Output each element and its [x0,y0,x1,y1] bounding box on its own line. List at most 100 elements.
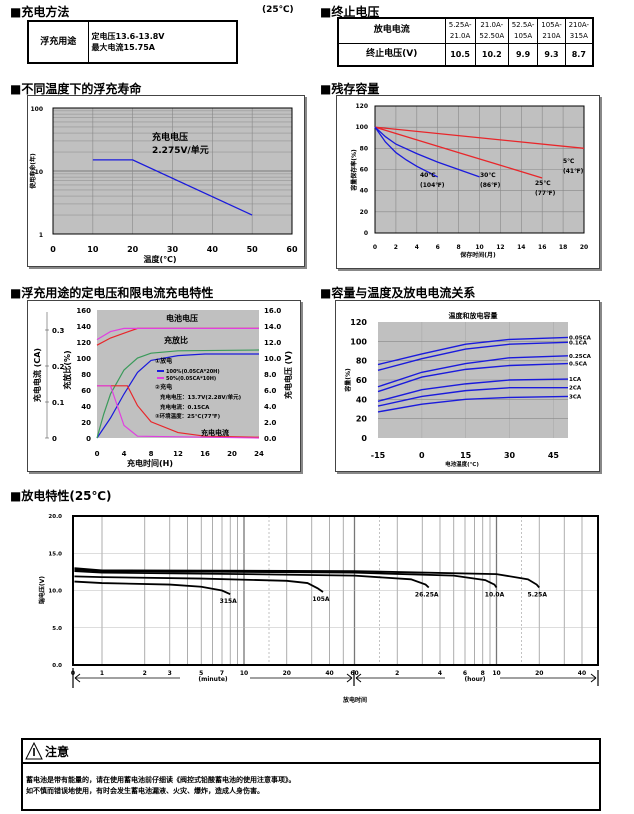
residual-heading: ■残存容量 [320,82,380,96]
x-tick-label-hour: 40 [578,670,586,677]
x-tick-label: 18 [559,244,567,251]
y-axis-label: 容量(%) [344,368,352,393]
y-tick-label: 100 [355,124,368,131]
residual-frame [336,95,600,269]
series-line [92,159,253,216]
y-tick-label: 80 [360,145,368,152]
annotation: ①放电 [155,357,172,365]
y-tick-label: 0 [364,230,368,237]
series-line [377,378,569,402]
y-tick-label: 120 [355,103,368,110]
y-tick-label: 10 [35,169,43,176]
x-tick-label-minute: 1 [100,670,104,677]
series-label: 2CA [569,386,582,392]
x-tick-label: 60 [286,245,298,254]
constant-voltage: 定电压13.6-13.8V [91,32,165,41]
ratio-axis-label: 充放比(%) [62,350,72,389]
y-tick-label: 60 [360,167,368,174]
series-label: 1CA [569,377,582,383]
x-tick-label: 14 [517,244,525,251]
x-tick-label-hour: 20 [535,670,543,677]
y-tick-label: 0.0 [52,663,62,669]
x-tick-label: 20 [580,244,588,251]
series-line [377,341,569,372]
y-tick-label-right: 12.0 [264,339,281,347]
x-tick-label: 10 [475,244,483,251]
current-tick-label: 0.2 [52,363,65,371]
series-line [377,336,569,366]
x-axis-label: 保存时间(月) [459,251,496,259]
x-tick-label: 4 [122,450,127,458]
y-tick-label: 40 [360,188,368,195]
series-label: 26.25A [415,592,439,599]
arrowhead-icon [74,673,597,683]
x-tick-label-hour: 10 [492,670,500,677]
float-use-label: 浮充用途 [27,20,89,64]
y-tick-label-right: 16.0 [264,307,281,315]
series-label: 0.5CA [569,362,588,368]
series-label: (86℉) [480,182,501,189]
y-tick-label: 20 [360,209,368,216]
discharge-heading: ■放电特性(25℃) [10,489,112,503]
series-label: (41℉) [563,168,584,175]
x-tick-label: 45 [548,451,560,460]
y-tick-label-left: 60 [81,387,91,395]
x-tick-label-minute: 2 [143,670,147,677]
series-line [96,353,259,439]
y-tick-label: 5.0 [52,626,62,632]
y-tick-label: 40 [356,395,368,404]
x-tick-label: 4 [415,244,419,251]
plot-area [97,310,259,438]
x-tick-label: 12 [173,450,183,458]
y-tick-label-right: 8.0 [264,371,277,379]
y-axis-label: 使用寿命(年) [29,153,37,190]
current-cell: 21.0A-52.50A [474,17,509,44]
y-tick-label-right: 6.0 [264,387,277,395]
warning-title: 注意 [45,745,70,759]
series-label: 30℃ [480,172,496,179]
y-tick-label: 100 [30,106,43,113]
charging-method-heading: ■充电方法 [10,5,70,19]
series-label: (104℉) [420,182,445,189]
current-axis-label: 充电电流 (CA) [32,348,42,402]
discharge-curve [74,570,430,589]
y-tick-label: 120 [350,318,367,327]
voltage-cell: 9.3 [537,42,566,67]
float-life-heading: ■不同温度下的浮充寿命 [10,82,142,96]
cutoff-voltage-heading: ■终止电压 [320,5,380,19]
warning-line-2: 如不慎而错误地使用，有时会发生蓄电池漏液、火灾、爆炸，造成人身伤害。 [26,787,264,795]
x-tick-label: 16 [200,450,210,458]
x-tick-label-hour: 8 [481,670,485,677]
chart-title: 温度和放电容量 [449,311,498,320]
temp-capacity-heading: ■容量与温度及放电电流关系 [320,286,476,300]
discharge-curve [74,580,231,596]
charging-method-temp: (25℃) [262,5,294,15]
y-tick-label-left: 80 [81,371,91,379]
x-tick-label: 15 [460,451,472,460]
cutoff-voltage-table: 放电电流 5.25A-21.0A 21.0A-52.50A 52.5A-105A… [337,17,594,67]
x-tick-label: 0 [50,245,56,254]
series-label: 105A [312,596,330,603]
x-tick-label: 30 [167,245,179,254]
series-line [96,327,259,341]
y-axis-label: 端电压(V) [38,576,46,604]
y-tick-label: 1 [39,232,43,239]
series-label: 0.05CA [569,335,592,341]
x-tick-label-minute: 10 [240,670,248,677]
series-line [97,385,260,438]
series-line [374,126,480,178]
annotation: 充电电压：13.7V(2.28V/单元) [160,393,242,401]
y-tick-label-right: 10.0 [264,355,281,363]
annotation: ②充电 [155,383,172,391]
warning-box: 注意 蓄电池是带有能量的，请在使用蓄电池前仔细读《阀控式铅酸蓄电池的使用注意事项… [21,738,601,811]
x-tick-label-hour: 2 [395,670,399,677]
series-line [377,355,569,388]
y-tick-label-left: 160 [76,307,91,315]
x-tick-label: 12 [496,244,504,251]
y-tick-label-left: 20 [81,419,91,427]
series-label: 0.25CA [569,354,592,360]
x-tick-label-minute: 3 [168,670,172,677]
charging-frame [27,300,301,472]
x-tick-label: 0 [419,451,425,460]
